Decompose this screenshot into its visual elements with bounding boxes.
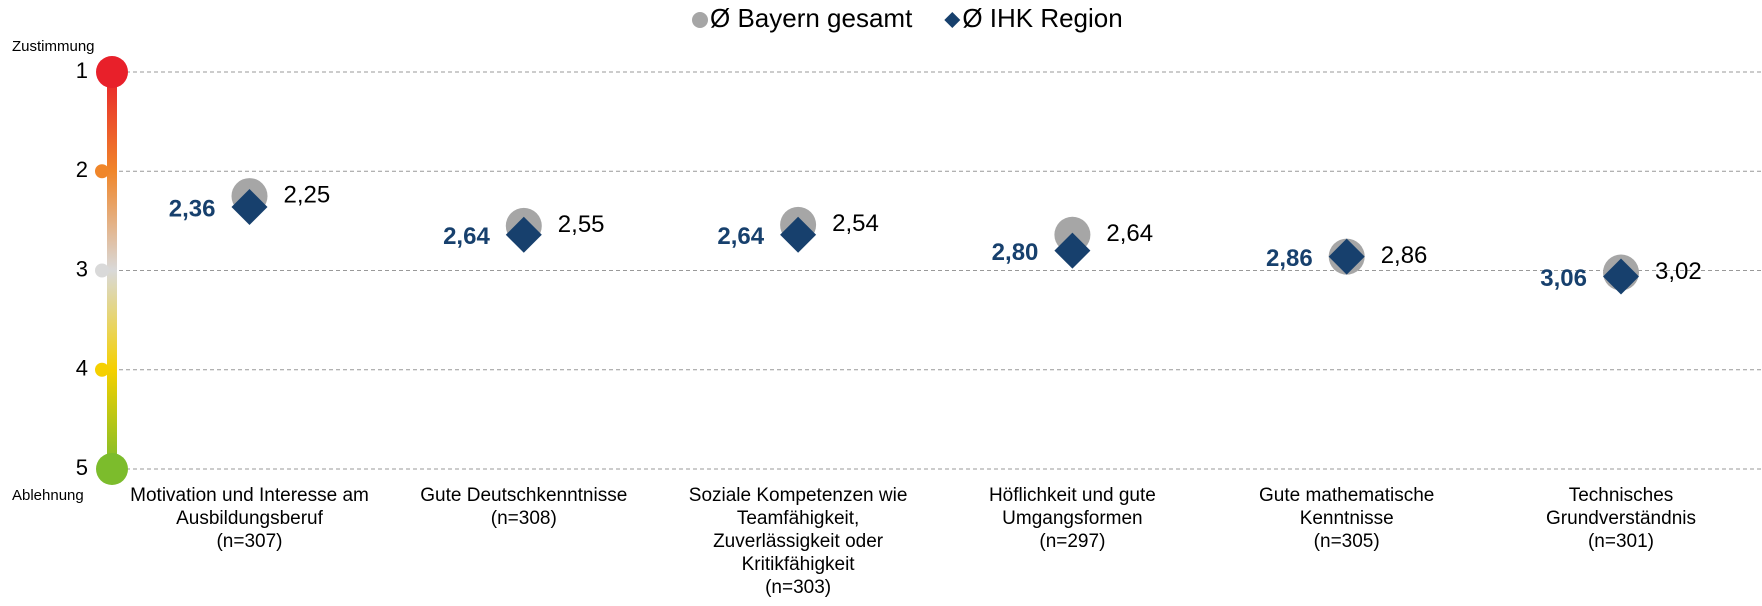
- value-label: 2,86: [1381, 242, 1428, 269]
- value-label: 2,80: [992, 239, 1039, 266]
- value-label: 2,64: [717, 223, 764, 250]
- diamond-marker: [1603, 258, 1639, 295]
- value-label: 2,64: [443, 223, 490, 250]
- y-top-label: Zustimmung: [12, 38, 95, 55]
- value-label: 3,06: [1540, 265, 1587, 292]
- value-label: 2,36: [169, 195, 216, 222]
- value-label: 2,25: [284, 181, 331, 208]
- value-label: 2,54: [832, 210, 879, 237]
- value-label: 2,64: [1106, 220, 1153, 247]
- diamond-marker: [505, 216, 542, 253]
- x-tick-label: Soziale Kompetenzen wie Teamfähigkeit, Zuv…: [689, 485, 908, 598]
- legend-marker: [692, 12, 708, 28]
- scale-dot: [95, 263, 109, 278]
- value-label: 2,86: [1266, 245, 1313, 272]
- y-tick-label: 2: [76, 157, 88, 182]
- legend-marker: [944, 12, 961, 28]
- scale-dot: [95, 362, 109, 377]
- scale-dot: [95, 164, 109, 179]
- x-tick-label: Gute Deutschkenntnisse (n=308): [420, 485, 627, 529]
- legend-label: Ø IHK Region: [962, 3, 1122, 33]
- y-bottom-label: Ablehnung: [12, 487, 84, 504]
- x-tick-label: Motivation und Interesse am Ausbildungsbe…: [130, 485, 369, 552]
- y-tick-label: 5: [76, 455, 88, 480]
- diamond-marker: [1054, 232, 1091, 269]
- value-label: 2,55: [558, 211, 605, 238]
- y-tick-label: 4: [76, 356, 88, 381]
- x-tick-label: Höflichkeit und gute Umgangsformen (n=297): [989, 485, 1156, 552]
- diamond-marker: [780, 216, 817, 253]
- legend-label: Ø Bayern gesamt: [710, 3, 913, 33]
- y-tick-label: 1: [76, 58, 88, 83]
- scale-dot: [96, 453, 128, 485]
- x-tick-label: Technisches Grundverständnis (n=301): [1546, 485, 1696, 552]
- diamond-marker: [1328, 238, 1365, 275]
- diamond-marker: [231, 188, 268, 225]
- y-tick-label: 3: [76, 256, 88, 281]
- legend: Ø Bayern gesamt Ø IHK Region: [692, 3, 1123, 33]
- scale-bar: [107, 72, 117, 469]
- scale-dot: [96, 56, 128, 88]
- x-tick-label: Gute mathematische Kenntnisse (n=305): [1259, 485, 1434, 552]
- value-label: 3,02: [1655, 258, 1702, 285]
